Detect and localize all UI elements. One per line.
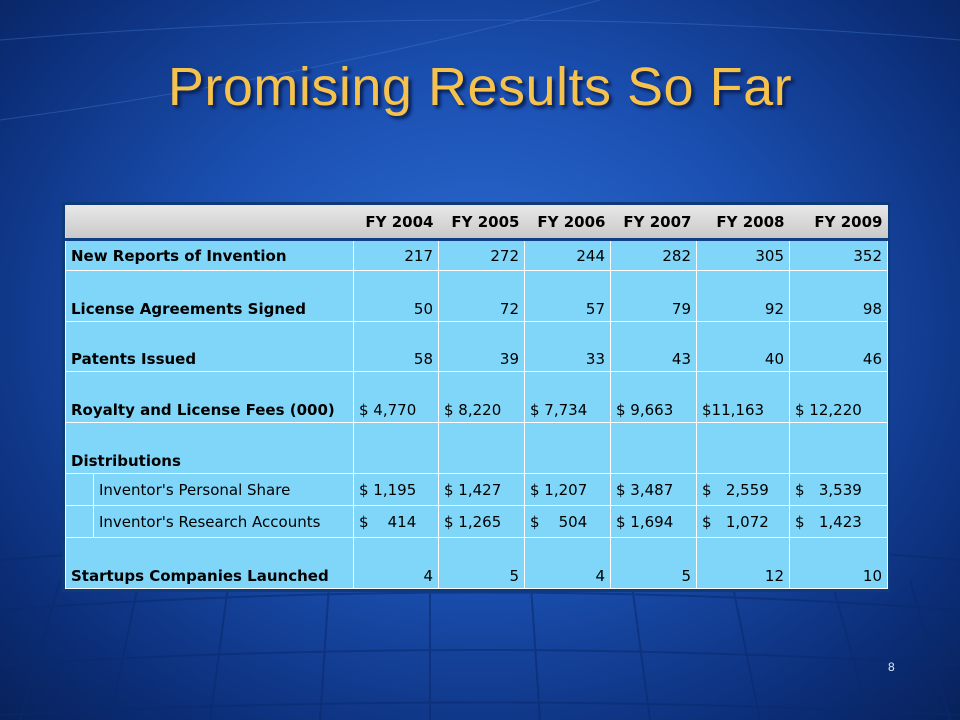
table-cell: $ 1,423 xyxy=(789,505,888,538)
header-cell xyxy=(65,205,94,241)
table-cell: 92 xyxy=(696,270,790,322)
row-label: Royalty and License Fees (000) xyxy=(65,371,354,423)
table-row: Startups Companies Launched 4 5 4 5 12 1… xyxy=(65,537,888,589)
indent-cell xyxy=(65,473,94,506)
row-label: Inventor's Personal Share xyxy=(93,473,354,506)
table-cell: 272 xyxy=(438,239,525,271)
row-label: Distributions xyxy=(65,422,354,474)
table-row: License Agreements Signed 50 72 57 79 92… xyxy=(65,270,888,322)
table-cell: $ 2,559 xyxy=(696,473,790,506)
table-cell: $ 8,220 xyxy=(438,371,525,423)
indent-cell xyxy=(65,505,94,538)
table-cell xyxy=(524,422,611,474)
header-fy2004: FY 2004 xyxy=(353,205,439,241)
table-cell: $11,163 xyxy=(696,371,790,423)
table-cell: $ 1,195 xyxy=(353,473,439,506)
table-cell: 352 xyxy=(789,239,888,271)
results-table: FY 2004 FY 2005 FY 2006 FY 2007 FY 2008 … xyxy=(62,202,890,592)
slide-title: Promising Results So Far xyxy=(167,57,793,117)
table-cell: 4 xyxy=(524,537,611,589)
table-cell: 40 xyxy=(696,321,790,372)
table-cell: 217 xyxy=(353,239,439,271)
table-cell: 244 xyxy=(524,239,611,271)
table-cell: $ 504 xyxy=(524,505,611,538)
table-cell xyxy=(610,422,697,474)
header-cell xyxy=(93,205,354,241)
header-fy2009: FY 2009 xyxy=(789,205,888,241)
table-row: Inventor's Personal Share $ 1,195 $ 1,42… xyxy=(65,473,888,506)
table-cell: $ 414 xyxy=(353,505,439,538)
table-row: Patents Issued 58 39 33 43 40 46 xyxy=(65,321,888,372)
row-label: New Reports of Invention xyxy=(65,239,354,271)
table-cell: $ 1,694 xyxy=(610,505,697,538)
table-cell: 10 xyxy=(789,537,888,589)
table-header-row: FY 2004 FY 2005 FY 2006 FY 2007 FY 2008 … xyxy=(65,205,888,241)
table-cell: 57 xyxy=(524,270,611,322)
table-cell xyxy=(696,422,790,474)
row-label: License Agreements Signed xyxy=(65,270,354,322)
table-cell: 4 xyxy=(353,537,439,589)
table-cell: $ 1,072 xyxy=(696,505,790,538)
table-cell: 79 xyxy=(610,270,697,322)
table-row: New Reports of Invention 217 272 244 282… xyxy=(65,239,888,271)
header-fy2005: FY 2005 xyxy=(438,205,525,241)
table-cell: 5 xyxy=(438,537,525,589)
table-cell: $ 7,734 xyxy=(524,371,611,423)
table-cell: 282 xyxy=(610,239,697,271)
table-cell: 12 xyxy=(696,537,790,589)
table-cell xyxy=(789,422,888,474)
table-cell: 5 xyxy=(610,537,697,589)
row-label: Startups Companies Launched xyxy=(65,537,354,589)
header-fy2006: FY 2006 xyxy=(524,205,611,241)
table-cell: 46 xyxy=(789,321,888,372)
table-row: Distributions xyxy=(65,422,888,474)
table-cell: 43 xyxy=(610,321,697,372)
table-cell: 58 xyxy=(353,321,439,372)
table-cell: $ 1,265 xyxy=(438,505,525,538)
table-cell: $ 9,663 xyxy=(610,371,697,423)
table-row: Inventor's Research Accounts $ 414 $ 1,2… xyxy=(65,505,888,538)
table-cell: $ 12,220 xyxy=(789,371,888,423)
table-row: Royalty and License Fees (000) $ 4,770 $… xyxy=(65,371,888,423)
table-cell xyxy=(353,422,439,474)
table-cell xyxy=(438,422,525,474)
table-cell: 98 xyxy=(789,270,888,322)
table-cell: $ 3,539 xyxy=(789,473,888,506)
table-cell: 72 xyxy=(438,270,525,322)
table-cell: $ 3,487 xyxy=(610,473,697,506)
table-cell: 305 xyxy=(696,239,790,271)
table-cell: 33 xyxy=(524,321,611,372)
slide-number: 8 xyxy=(888,660,895,674)
header-fy2008: FY 2008 xyxy=(696,205,790,241)
table-cell: $ 4,770 xyxy=(353,371,439,423)
table-cell: 50 xyxy=(353,270,439,322)
table-cell: 39 xyxy=(438,321,525,372)
row-label: Inventor's Research Accounts xyxy=(93,505,354,538)
header-fy2007: FY 2007 xyxy=(610,205,697,241)
table-cell: $ 1,207 xyxy=(524,473,611,506)
row-label: Patents Issued xyxy=(65,321,354,372)
table-cell: $ 1,427 xyxy=(438,473,525,506)
